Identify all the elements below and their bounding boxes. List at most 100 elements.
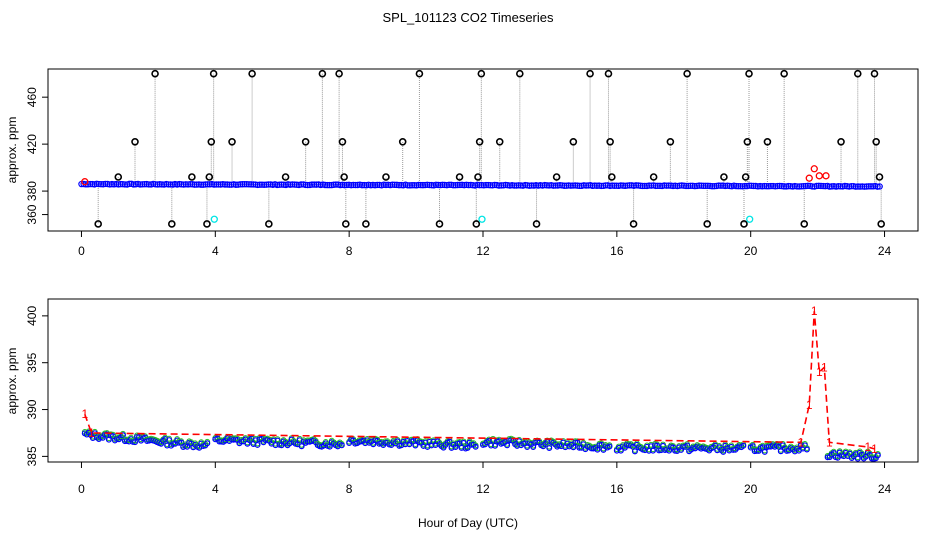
baseline-point	[663, 182, 670, 189]
baseline-point	[571, 182, 579, 189]
baseline-point	[326, 181, 333, 189]
data-point	[412, 442, 419, 449]
baseline-point	[822, 182, 829, 190]
baseline-point	[876, 183, 883, 190]
baseline-point	[817, 182, 825, 190]
spike-point	[743, 137, 752, 146]
spike-point	[94, 220, 102, 228]
baseline-point	[374, 181, 381, 189]
baseline-point	[865, 183, 873, 190]
baseline-point	[852, 183, 859, 190]
baseline-point	[593, 182, 601, 189]
baseline-point	[626, 182, 633, 189]
excursion-point	[810, 165, 818, 173]
spike-point	[398, 137, 407, 146]
top-x-tick-label: 20	[744, 244, 758, 258]
baseline-point	[780, 183, 788, 190]
data-point	[740, 442, 747, 449]
baseline-point	[665, 182, 672, 189]
baseline-point	[567, 182, 575, 189]
bottom-x-tick-label: 16	[610, 482, 624, 496]
data-point	[464, 444, 471, 451]
spike-point	[837, 137, 845, 146]
baseline-point	[515, 182, 522, 189]
baseline-point	[765, 183, 772, 190]
bottom-y-tick-label: 395	[25, 352, 39, 372]
baseline-point	[785, 182, 792, 190]
mean-point-marker: 1	[798, 435, 805, 449]
baseline-point	[389, 181, 396, 188]
baseline-point	[676, 182, 683, 189]
baseline-point	[709, 182, 716, 190]
baseline-point	[197, 181, 205, 188]
data-point	[546, 445, 553, 452]
baseline-point	[426, 181, 433, 189]
baseline-point	[237, 181, 244, 188]
baseline-point	[221, 181, 229, 188]
baseline-point	[324, 181, 331, 189]
baseline-point	[517, 182, 525, 189]
spike-point	[745, 69, 753, 78]
baseline-point	[182, 181, 190, 188]
baseline-point	[735, 182, 742, 190]
baseline-point	[245, 181, 253, 188]
baseline-point	[702, 182, 709, 190]
baseline-point	[867, 183, 875, 190]
spike-point	[649, 173, 658, 181]
bottom-x-tick-label: 20	[744, 482, 758, 496]
baseline-point	[395, 181, 403, 189]
baseline-point	[478, 181, 485, 189]
spike-point	[780, 69, 788, 78]
baseline-point	[321, 181, 329, 189]
baseline-point	[611, 182, 618, 189]
spike-point	[188, 173, 196, 181]
baseline-point	[589, 182, 596, 190]
baseline-point	[226, 181, 233, 188]
top-y-tick-label: 460	[25, 87, 39, 107]
spike-point	[683, 69, 691, 78]
baseline-point	[748, 182, 755, 189]
baseline-point	[95, 180, 103, 188]
baseline-point	[656, 182, 664, 190]
baseline-point	[585, 182, 592, 189]
low-point	[210, 215, 218, 223]
baseline-point	[776, 182, 783, 190]
baseline-point	[291, 181, 298, 188]
baseline-point	[741, 182, 749, 190]
baseline-point	[465, 181, 472, 189]
spike-point	[629, 220, 638, 228]
baseline-point	[337, 181, 344, 189]
spike-point	[608, 173, 616, 181]
spike-point	[875, 173, 884, 181]
spike-point	[131, 137, 139, 146]
baseline-point	[380, 181, 387, 188]
baseline-point	[608, 182, 616, 189]
baseline-point	[750, 182, 757, 190]
spike-point	[872, 137, 880, 146]
baseline-point	[513, 182, 520, 189]
baseline-point	[428, 181, 435, 189]
baseline-point	[685, 182, 692, 190]
baseline-point	[258, 181, 266, 188]
baseline-point	[445, 181, 453, 188]
top-x-tick-label: 12	[476, 244, 490, 258]
baseline-point	[130, 181, 137, 188]
spike-point	[516, 69, 524, 78]
baseline-point	[745, 182, 753, 189]
baseline-point	[700, 182, 707, 190]
spike-point	[586, 69, 594, 78]
data-point	[204, 440, 211, 447]
baseline-point	[419, 181, 427, 189]
chart-title: SPL_101123 CO2 Timeseries	[382, 10, 554, 25]
baseline-point	[450, 181, 457, 189]
spike-point	[474, 173, 482, 181]
top-y-tick-label: 360	[25, 204, 39, 224]
mean-point-marker: 1	[811, 304, 818, 318]
baseline-point	[265, 181, 272, 188]
spike-point	[415, 69, 424, 78]
baseline-point	[837, 183, 844, 190]
bottom-x-tick-label: 24	[878, 482, 892, 496]
baseline-point	[352, 181, 359, 189]
data-point	[803, 446, 810, 453]
